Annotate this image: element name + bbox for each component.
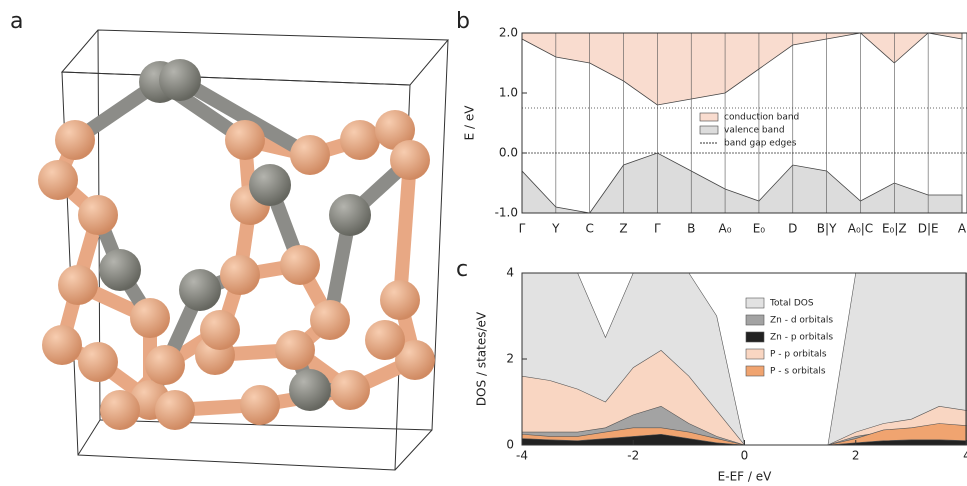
legend-label: Zn - p orbitals xyxy=(770,333,833,343)
plot-area xyxy=(522,33,967,214)
atom-p xyxy=(290,135,330,175)
legend-label: Total DOS xyxy=(769,299,814,309)
panel-label: c xyxy=(456,257,468,282)
atom-p xyxy=(58,265,98,305)
atom-zn xyxy=(179,269,221,311)
atom-p xyxy=(42,325,82,365)
bond xyxy=(393,159,417,301)
legend-swatch xyxy=(745,314,765,326)
x-axis-label: E-EF / eV xyxy=(718,470,772,484)
y-tick-label: 4 xyxy=(506,266,514,280)
y-axis-label: E / eV xyxy=(463,105,477,141)
band-area xyxy=(522,152,963,214)
atom-p xyxy=(375,110,415,150)
x-tick-label: Z xyxy=(619,222,627,236)
atom-p xyxy=(130,298,170,338)
atom-p xyxy=(78,195,118,235)
y-tick-label: 0 xyxy=(506,438,514,452)
frame xyxy=(521,272,967,446)
atom-p xyxy=(340,120,380,160)
x-tick-label: A xyxy=(958,222,967,236)
y-tick-label: 2 xyxy=(506,352,514,366)
atom-p xyxy=(240,385,280,425)
legend-swatch xyxy=(745,348,765,360)
y-tick-label: 2.0 xyxy=(499,26,518,40)
atom-p xyxy=(380,280,420,320)
x-tick-label: E₀|Z xyxy=(882,222,907,236)
atom-zn xyxy=(99,249,141,291)
legend-label: Zn - d orbitals xyxy=(770,316,833,326)
legend-label: conduction band xyxy=(724,113,799,123)
legend-swatch xyxy=(699,112,719,122)
band-structure: Γ Y C Z Γ B A₀ E₀ D B|Y A₀|C E₀|Z D|E A -1.0 0.0 1.0 2.0 E… xyxy=(463,26,967,236)
atom-p xyxy=(365,320,405,360)
atom-p xyxy=(200,310,240,350)
x-tick-label: D|E xyxy=(918,222,939,236)
y-axis-label: DOS / states/eV xyxy=(475,311,489,406)
legend-swatch xyxy=(745,365,765,377)
legend-label: valence band xyxy=(724,126,785,136)
x-tick-label: -4 xyxy=(516,449,528,463)
bond xyxy=(176,73,314,162)
atom-p xyxy=(310,300,350,340)
panel-label: b xyxy=(456,9,470,34)
atom-p xyxy=(145,345,185,385)
atom-p xyxy=(55,120,95,160)
atom-zn xyxy=(159,59,201,101)
x-tick-label: D xyxy=(788,222,797,236)
band-area xyxy=(522,33,963,106)
x-tick-label: E₀ xyxy=(753,222,766,236)
atom-p xyxy=(100,390,140,430)
atom-p xyxy=(395,340,435,380)
legend-swatch xyxy=(745,331,765,343)
atom-p xyxy=(330,370,370,410)
atom-p xyxy=(220,255,260,295)
legend-swatch xyxy=(745,297,765,309)
y-tick-label: 1.0 xyxy=(499,86,518,100)
dos-plot: -4 -2 0 2 4 0 2 4 E-EF / eV DOS / states/eV Total … xyxy=(475,266,967,484)
legend-label: P - p orbitals xyxy=(770,350,827,360)
legend-label: band gap edges xyxy=(724,139,797,149)
atom-p xyxy=(275,330,315,370)
atom-p xyxy=(78,342,118,382)
x-tick-label: B xyxy=(687,222,695,236)
x-tick-label: 0 xyxy=(741,449,749,463)
x-tick-label: C xyxy=(585,222,593,236)
legend-label: P - s orbitals xyxy=(770,367,826,377)
frame xyxy=(521,32,967,214)
atom-zn xyxy=(289,369,331,411)
x-tick-label: A₀|C xyxy=(848,222,873,236)
crystal-structure xyxy=(38,29,450,471)
atom-p xyxy=(280,245,320,285)
x-tick-label: Y xyxy=(551,222,560,236)
panel-label: a xyxy=(10,9,23,34)
atom-zn xyxy=(249,164,291,206)
x-tick-label: Γ xyxy=(519,222,526,236)
x-tick-label: 2 xyxy=(852,449,860,463)
plot-area xyxy=(522,272,967,446)
y-tick-label: 0.0 xyxy=(499,146,518,160)
atom-p xyxy=(225,120,265,160)
x-tick-label: -2 xyxy=(627,449,639,463)
y-tick-label: -1.0 xyxy=(495,206,518,220)
atom-p xyxy=(155,390,195,430)
atom-zn xyxy=(329,194,371,236)
x-tick-label: Γ xyxy=(654,222,661,236)
x-tick-label: 4 xyxy=(963,449,967,463)
x-tick-label: B|Y xyxy=(817,222,837,236)
atom-p xyxy=(38,160,78,200)
x-tick-label: A₀ xyxy=(719,222,732,236)
atom-p xyxy=(390,140,430,180)
legend-swatch xyxy=(699,125,719,135)
